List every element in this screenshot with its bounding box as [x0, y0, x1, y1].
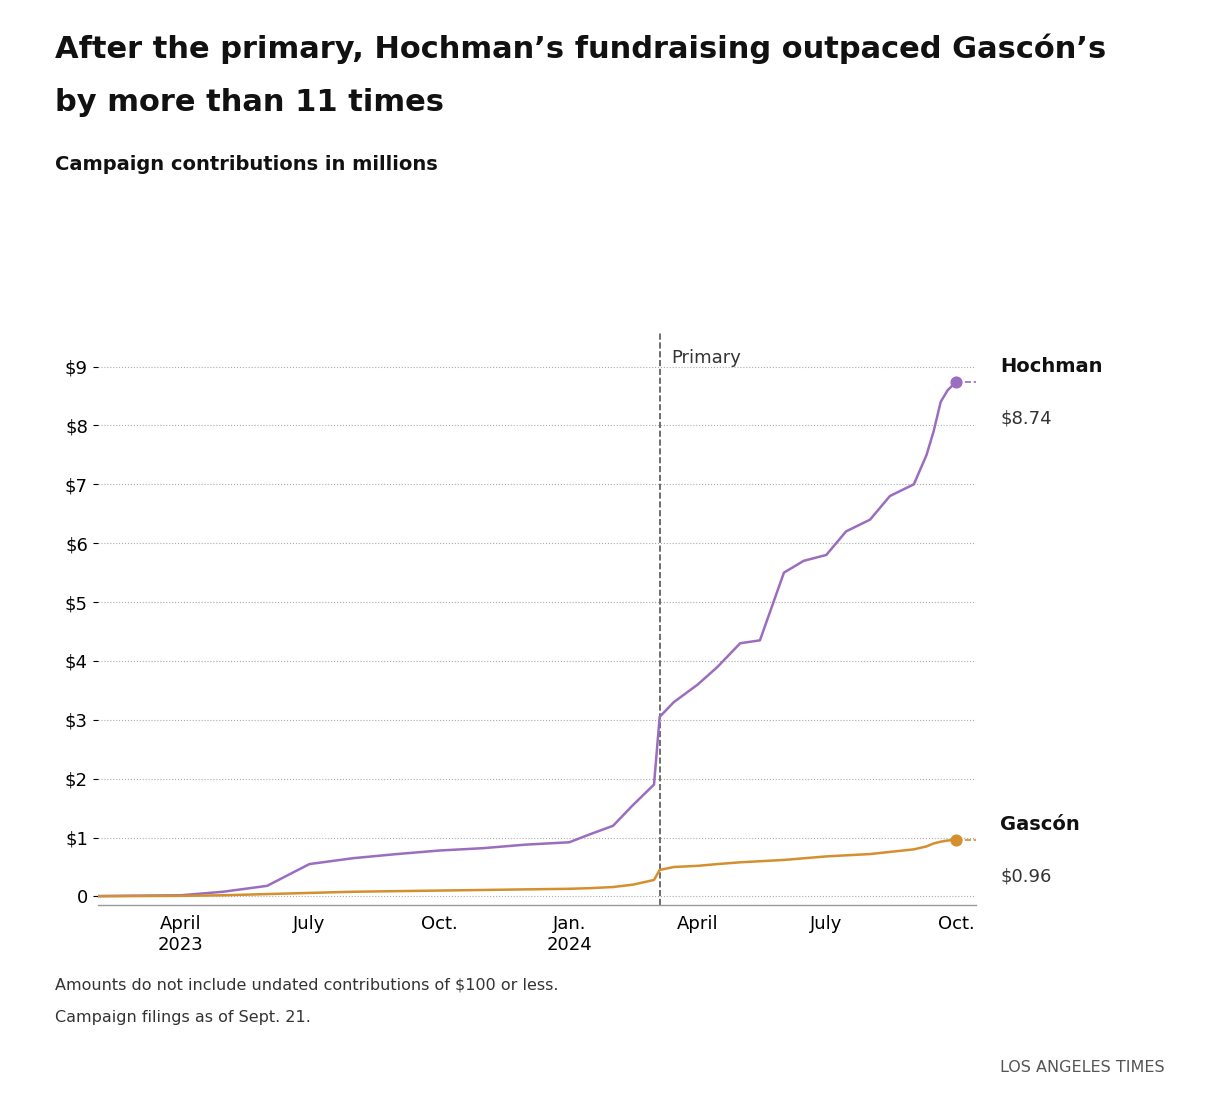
- Text: LOS ANGELES TIMES: LOS ANGELES TIMES: [1000, 1060, 1165, 1075]
- Text: Campaign contributions in millions: Campaign contributions in millions: [55, 155, 438, 173]
- Text: Primary: Primary: [671, 349, 741, 367]
- Text: Hochman: Hochman: [1000, 358, 1103, 376]
- Text: After the primary, Hochman’s fundraising outpaced Gascón’s: After the primary, Hochman’s fundraising…: [55, 33, 1107, 64]
- Text: Amounts do not include undated contributions of $100 or less.: Amounts do not include undated contribut…: [55, 977, 559, 992]
- Text: Gascón: Gascón: [1000, 816, 1080, 835]
- Text: $0.96: $0.96: [1000, 868, 1052, 885]
- Point: [947, 831, 966, 849]
- Text: by more than 11 times: by more than 11 times: [55, 88, 444, 117]
- Text: $8.74: $8.74: [1000, 410, 1052, 427]
- Point: [947, 373, 966, 391]
- Text: Campaign filings as of Sept. 21.: Campaign filings as of Sept. 21.: [55, 1010, 311, 1026]
